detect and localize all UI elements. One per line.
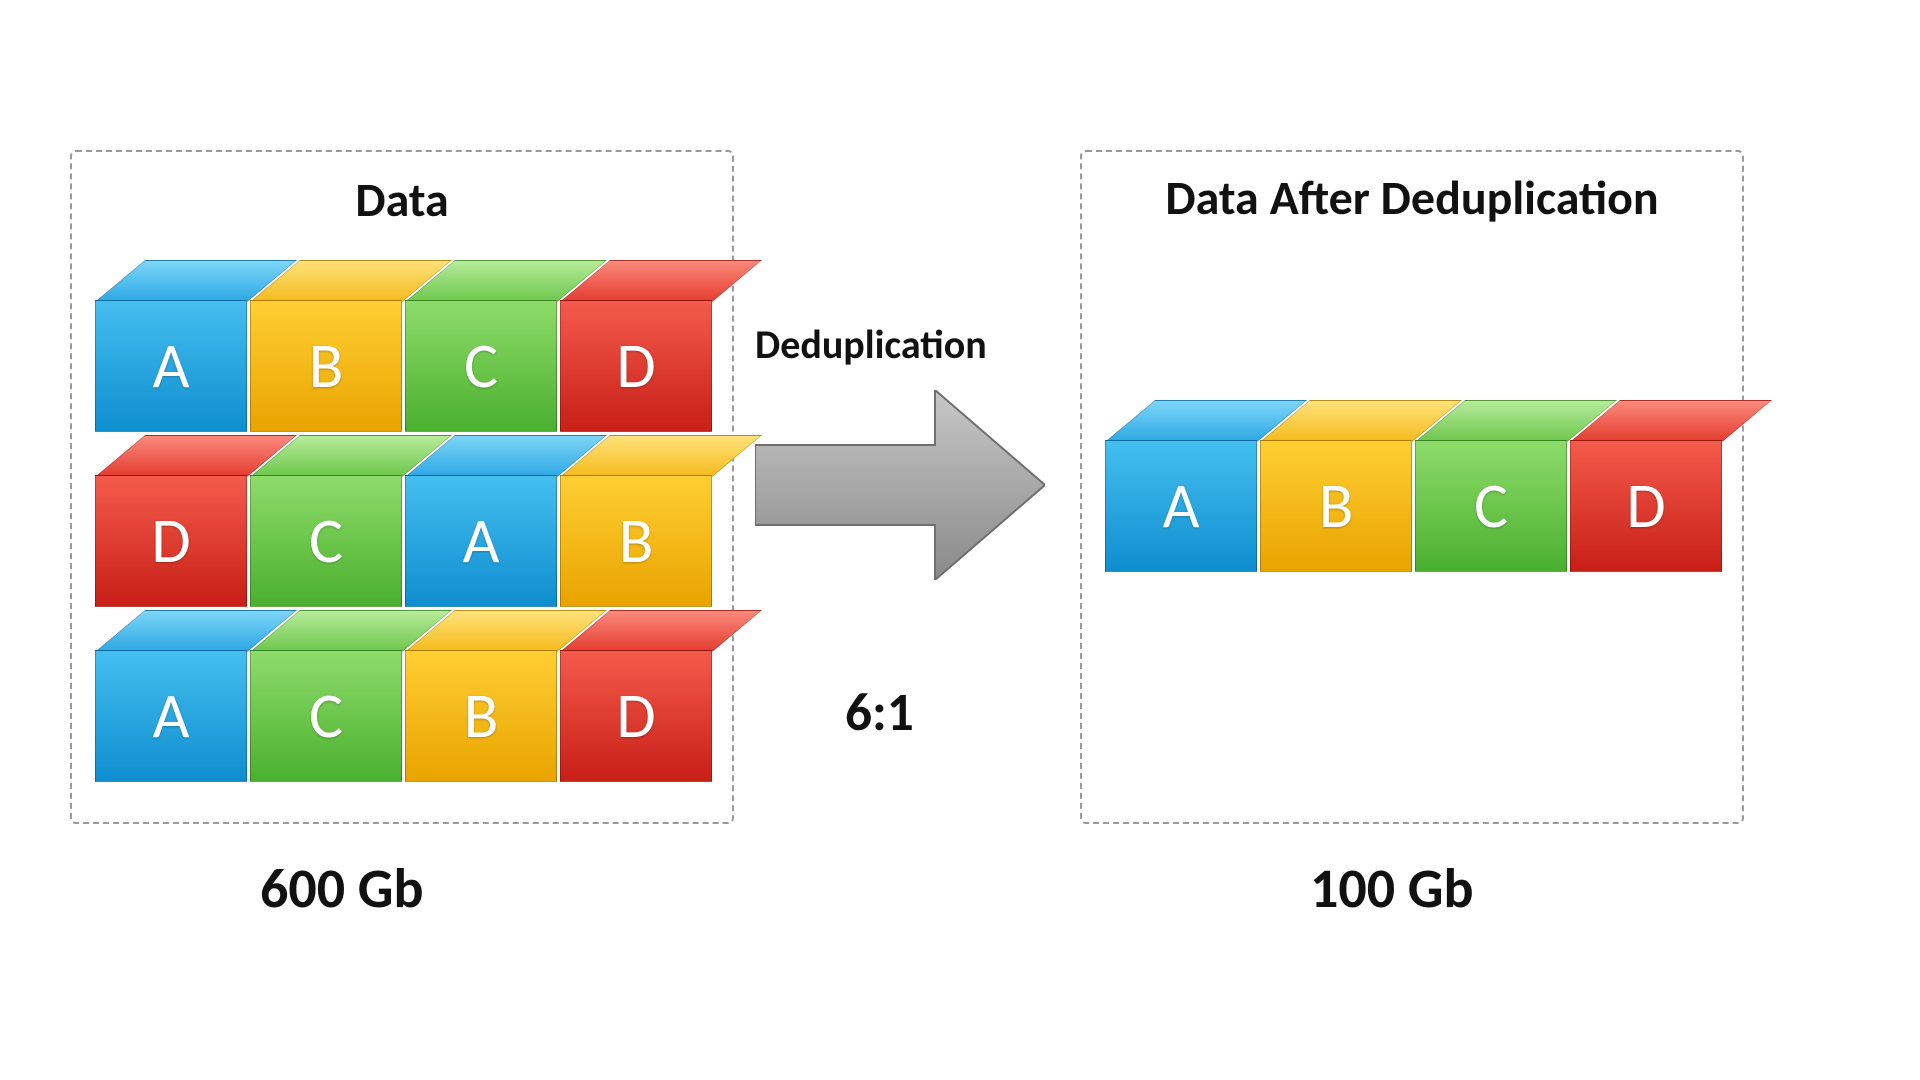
data-block-d: D xyxy=(560,260,710,430)
data-block-a: A xyxy=(1105,400,1255,570)
caption-before-size: 600 Gb xyxy=(260,855,424,923)
data-block-d: D xyxy=(560,610,710,780)
cube-front-face: D xyxy=(560,300,712,432)
cube-front-face: A xyxy=(95,300,247,432)
cube-front-face: D xyxy=(1570,440,1722,572)
data-block-d: D xyxy=(1570,400,1720,570)
cube-front-face: B xyxy=(250,300,402,432)
data-block-b: B xyxy=(1260,400,1410,570)
cube-front-face: A xyxy=(95,650,247,782)
data-block-d: D xyxy=(95,435,245,605)
data-block-b: B xyxy=(250,260,400,430)
cube-front-face: C xyxy=(250,475,402,607)
diagram-stage: Data 600 Gb Data After Deduplication 100… xyxy=(0,0,1920,1080)
arrow-icon xyxy=(755,390,1045,580)
cube-front-face: D xyxy=(95,475,247,607)
cube-front-face: C xyxy=(405,300,557,432)
cube-front-face: C xyxy=(1415,440,1567,572)
data-block-c: C xyxy=(250,435,400,605)
deduplication-label: Deduplication xyxy=(755,320,987,369)
cube-front-face: B xyxy=(560,475,712,607)
panel-title-after: Data After Deduplication xyxy=(1082,170,1742,225)
data-block-c: C xyxy=(405,260,555,430)
data-block-a: A xyxy=(405,435,555,605)
data-block-a: A xyxy=(95,610,245,780)
cube-front-face: B xyxy=(1260,440,1412,572)
data-block-b: B xyxy=(560,435,710,605)
panel-title-before: Data xyxy=(72,170,732,229)
cube-front-face: A xyxy=(1105,440,1257,572)
ratio-label: 6:1 xyxy=(845,680,914,745)
data-block-b: B xyxy=(405,610,555,780)
cube-front-face: D xyxy=(560,650,712,782)
data-block-a: A xyxy=(95,260,245,430)
cube-front-face: B xyxy=(405,650,557,782)
cube-front-face: A xyxy=(405,475,557,607)
caption-after-size: 100 Gb xyxy=(1310,855,1474,923)
cube-front-face: C xyxy=(250,650,402,782)
data-block-c: C xyxy=(250,610,400,780)
data-block-c: C xyxy=(1415,400,1565,570)
